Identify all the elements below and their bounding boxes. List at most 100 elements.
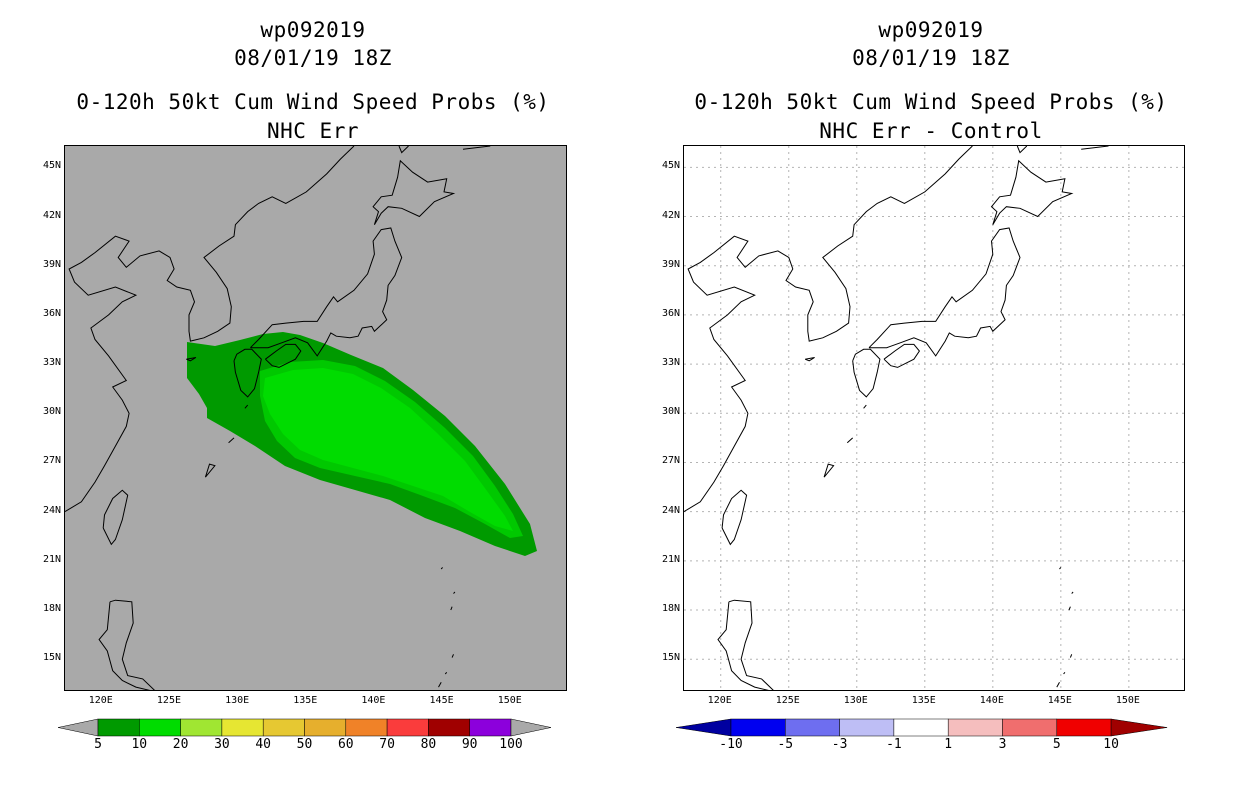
right-coastlines <box>684 146 1109 690</box>
latitude-label: 42N <box>661 209 680 221</box>
coastline-segment <box>846 437 854 444</box>
right-difference-map <box>683 145 1185 691</box>
left-title-storm-id: wp092019 <box>260 18 366 42</box>
colorbar-label: 50 <box>296 737 313 752</box>
latitude-label: 27N <box>661 455 680 467</box>
latitude-label: 24N <box>661 504 680 516</box>
longitude-label: 140E <box>361 695 386 706</box>
coastline-segment <box>250 227 403 357</box>
coastline-segment <box>717 599 774 690</box>
coastline-segment <box>1056 681 1060 688</box>
latitude-label: 30N <box>42 406 61 418</box>
right-title-date: 08/01/19 18Z <box>852 46 1010 70</box>
coastline-segment <box>438 681 442 688</box>
latitude-label: 45N <box>661 160 680 172</box>
coastline-segment <box>372 159 456 225</box>
colorbar-label: -1 <box>886 737 902 752</box>
coastline-segment <box>990 159 1074 225</box>
right-map-gridlines <box>684 146 1184 690</box>
colorbar-label: 90 <box>461 737 478 752</box>
colorbar-high-triangle <box>510 718 552 737</box>
right-map-background <box>684 146 1184 690</box>
coastline-segment <box>65 146 355 513</box>
colorbar-label: 5 <box>94 737 102 752</box>
coastline-segment <box>453 591 456 594</box>
longitude-label: 140E <box>979 695 1004 706</box>
left-map-canvas <box>65 146 566 690</box>
latitude-label: 39N <box>661 258 680 270</box>
longitude-label: 145E <box>429 695 454 706</box>
coastline-segment <box>1059 567 1062 570</box>
latitude-label: 21N <box>661 553 680 565</box>
longitude-label: 120E <box>707 695 732 706</box>
colorbar-swatch <box>262 718 305 737</box>
coastline-segment <box>451 654 454 658</box>
coastline-segment <box>852 348 881 398</box>
latitude-label: 45N <box>42 160 61 172</box>
colorbar-swatch <box>221 718 264 737</box>
latitude-label: 21N <box>42 553 61 565</box>
latitude-label: 33N <box>42 357 61 369</box>
colorbar-swatch <box>428 718 470 737</box>
coastline-segment <box>233 348 262 398</box>
colorbar-low-triangle <box>57 718 99 737</box>
coastline-segment <box>444 671 448 675</box>
coastline-segment <box>804 357 815 362</box>
colorbar-swatch <box>386 718 429 737</box>
colorbar-label: 60 <box>337 737 354 752</box>
latitude-label: 24N <box>42 504 61 516</box>
coastline-segment <box>228 437 235 444</box>
latitude-label: 33N <box>661 357 680 369</box>
colorbar-label: 80 <box>420 737 437 752</box>
coastline-segment <box>721 489 748 546</box>
coastline-segment <box>823 463 835 478</box>
colorbar-swatch <box>469 718 512 737</box>
left-title-product: 0-120h 50kt Cum Wind Speed Probs (%) <box>76 90 550 114</box>
latitude-label: 30N <box>661 406 680 418</box>
coastline-segment <box>1081 146 1109 150</box>
colorbar-label: 5 <box>1052 737 1061 752</box>
colorbar-swatch <box>304 718 347 737</box>
coastline-segment <box>1069 654 1073 658</box>
colorbar-low-triangle <box>675 718 732 737</box>
longitude-label: 135E <box>911 695 936 706</box>
colorbar-label: -5 <box>777 737 794 752</box>
colorbar-label: 3 <box>998 737 1007 752</box>
left-coastlines <box>65 146 491 690</box>
coastline-segment <box>1068 606 1071 611</box>
coastline-segment <box>98 599 155 690</box>
colorbar-swatch <box>730 718 786 737</box>
longitude-label: 150E <box>1115 695 1140 706</box>
coastline-segment <box>1071 591 1074 594</box>
longitude-label: 125E <box>156 695 181 706</box>
colorbar-label: 20 <box>172 737 189 752</box>
colorbar-swatch <box>1056 718 1112 737</box>
coastline-segment <box>1063 671 1066 675</box>
colorbar-swatch <box>785 718 840 737</box>
colorbar-swatch <box>139 718 181 737</box>
colorbar-label: -10 <box>719 737 743 752</box>
longitude-label: 135E <box>293 695 318 706</box>
coastline-segment <box>440 567 443 570</box>
colorbar-label: 70 <box>379 737 395 752</box>
coastline-segment <box>450 606 453 611</box>
colorbar-label: -3 <box>831 737 848 752</box>
latitude-label: 18N <box>661 603 680 615</box>
longitude-label: 120E <box>88 695 113 706</box>
coastline-segment <box>883 343 921 368</box>
prob-band-10-20 <box>263 368 513 531</box>
longitude-label: 130E <box>843 695 868 706</box>
colorbar-label: 10 <box>1103 737 1119 752</box>
colorbar-high-triangle <box>1110 718 1168 737</box>
latitude-label: 15N <box>42 652 61 664</box>
colorbar-label: 40 <box>255 737 272 752</box>
colorbar-swatch <box>839 718 895 737</box>
latitude-label: 15N <box>661 652 680 664</box>
coastline-segment <box>1016 146 1028 154</box>
right-title-product: 0-120h 50kt Cum Wind Speed Probs (%) <box>694 90 1168 114</box>
coastline-segment <box>102 489 129 546</box>
latitude-label: 39N <box>42 258 61 270</box>
coastline-segment <box>398 146 409 154</box>
left-probability-map <box>64 145 567 691</box>
colorbar-label: 1 <box>944 737 953 752</box>
